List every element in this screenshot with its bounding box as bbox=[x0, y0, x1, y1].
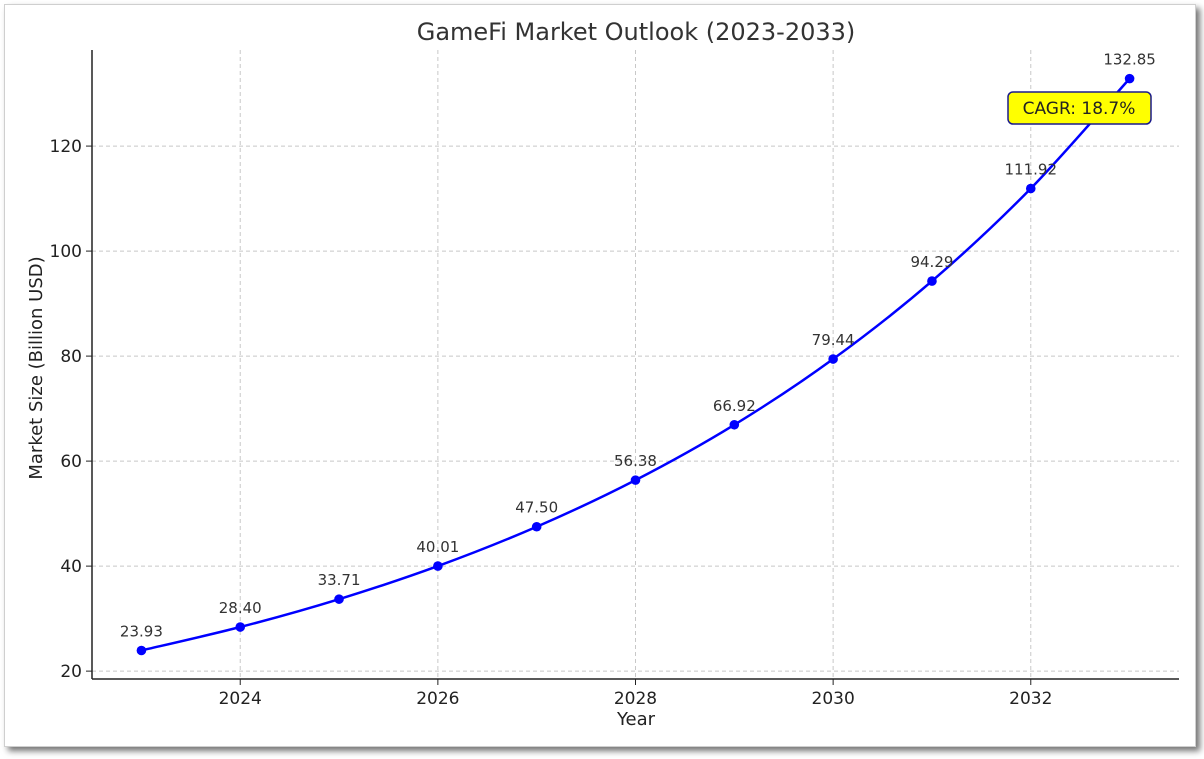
data-point bbox=[235, 622, 246, 632]
x-tick-label: 2028 bbox=[614, 689, 657, 709]
data-label: 94.29 bbox=[910, 253, 953, 271]
y-tick-label: 60 bbox=[60, 452, 82, 472]
cagr-annotation: CAGR: 18.7% bbox=[1007, 91, 1152, 125]
data-point bbox=[1025, 183, 1036, 194]
data-label: 56.38 bbox=[614, 452, 657, 470]
data-point bbox=[927, 276, 937, 286]
y-tick-label: 100 bbox=[50, 242, 82, 262]
data-label: 66.92 bbox=[713, 397, 756, 415]
y-tick-label: 80 bbox=[60, 347, 82, 367]
y-tick-label: 40 bbox=[60, 557, 82, 577]
y-tick-label: 120 bbox=[50, 137, 82, 157]
data-point bbox=[630, 475, 641, 485]
data-point bbox=[1124, 73, 1135, 84]
data-point bbox=[828, 354, 838, 364]
chart-svg: 20 40 60 80 100 120 2024 2026 2028 2030 2032 23.93… bbox=[26, 18, 1179, 730]
tick-layer: 20 40 60 80 100 120 2024 2026 2028 2030 2032 bbox=[50, 137, 1053, 709]
x-tick-label: 2024 bbox=[219, 689, 262, 709]
data-label: 111.92 bbox=[1005, 161, 1058, 179]
y-tick-label: 20 bbox=[60, 662, 82, 682]
data-label: 47.50 bbox=[515, 499, 558, 517]
data-label: 23.93 bbox=[120, 622, 163, 640]
data-point bbox=[334, 594, 344, 604]
cagr-annotation-box bbox=[1007, 91, 1152, 125]
series-layer bbox=[136, 73, 1135, 656]
grid-layer bbox=[92, 50, 1179, 679]
cagr-annotation-text: CAGR: 18.7% bbox=[1023, 99, 1136, 119]
data-label: 28.40 bbox=[219, 599, 262, 617]
data-point bbox=[531, 521, 542, 532]
series-line bbox=[141, 77, 1131, 652]
label-layer: 23.93 28.40 33.71 40.01 47.50 56.38 66.92 79.44… bbox=[120, 51, 1156, 641]
chart-title: GameFi Market Outlook (2023-2033) bbox=[417, 18, 856, 46]
data-label: 33.71 bbox=[318, 571, 361, 589]
y-axis-title: Market Size (Billion USD) bbox=[26, 256, 47, 479]
x-axis-title: Year bbox=[616, 709, 656, 730]
x-tick-label: 2026 bbox=[416, 689, 459, 709]
data-point bbox=[729, 419, 740, 430]
data-label: 79.44 bbox=[812, 331, 855, 349]
data-point bbox=[433, 561, 443, 571]
x-tick-label: 2030 bbox=[812, 689, 855, 709]
x-tick-label: 2032 bbox=[1009, 689, 1052, 709]
chart-frame: 20 40 60 80 100 120 2024 2026 2028 2030 2032 23.93… bbox=[4, 4, 1196, 747]
data-label: 40.01 bbox=[416, 538, 459, 556]
data-point bbox=[136, 645, 147, 656]
data-label: 132.85 bbox=[1103, 51, 1156, 69]
